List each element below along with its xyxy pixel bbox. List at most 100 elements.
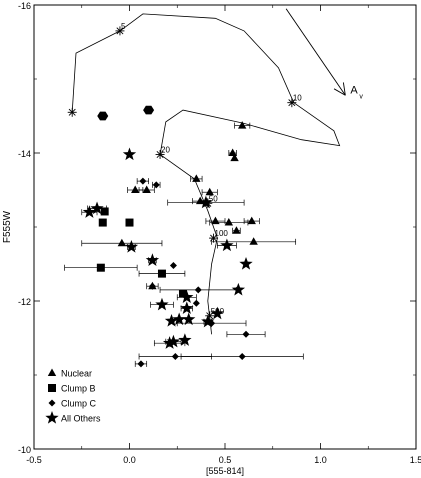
track-marker [67,107,77,117]
clump-c-marker [242,330,250,338]
nuclear-marker [224,218,234,226]
all-others-point [201,314,215,328]
clump-c-marker [194,286,202,294]
all-others-point [217,238,237,252]
clump-b-point [178,289,187,298]
all-others-marker [180,290,194,303]
all-others-marker [180,301,194,315]
nuclear-marker [205,187,214,196]
clump-c-marker [238,353,246,360]
clump-c-marker [148,282,156,290]
track-marker-label: 50 [209,194,218,203]
y-axis-label: F555W [2,210,13,243]
track-marker: 20 [155,145,171,159]
hexagon-marker [143,105,155,115]
reddening-vector: Av [285,8,363,100]
clump-c-point [148,282,156,290]
clump-c-point [169,261,177,269]
all-others-point [172,312,186,326]
all-others-point [122,147,137,161]
nuclear-marker [237,121,247,129]
y-tick-label: -12 [18,297,31,307]
nuclear-point [201,187,218,196]
nuclear-point [127,185,144,193]
nuclear-point [190,174,203,182]
clump-c-point [226,330,266,338]
clump-b-marker [96,263,105,272]
x-axis-label: [555-814] [206,466,244,476]
x-tick-label: -0.5 [26,455,42,465]
y-tick-label: -14 [18,149,31,159]
clump-c-marker [139,177,147,185]
all-others-marker [239,257,253,270]
legend: Nuclear Clump B Clump C All Others [45,368,101,424]
track-marker-label: 5 [121,22,126,31]
clump-c-point [159,286,237,294]
asterisk-stroke [288,99,296,107]
all-others-point [180,301,194,315]
x-tick-label: 0.5 [219,455,232,465]
all-others-marker [201,314,215,328]
nuclear-point [234,121,251,129]
all-others-marker [220,238,234,252]
x-axis-ticks: -0.5 0.0 0.5 1.0 1.5 [26,5,421,465]
asterisk-stroke [116,27,124,35]
all-others-marker [145,253,160,266]
nuclear-point [232,226,241,234]
clump-c-point [152,181,161,189]
all-others-point [231,282,246,296]
nuclear-point [205,216,226,225]
x-tick-label: 1.0 [314,455,327,465]
all-others-marker [210,306,225,320]
x-tick-label: 1.5 [410,455,421,465]
all-others-point [124,239,139,253]
track-marker-label: 20 [161,145,170,154]
nuclear-point [228,148,237,156]
all-others-marker [164,313,179,327]
clump-b-marker [125,218,134,227]
clump-b-point [138,269,186,278]
hexagon-marker [97,111,109,121]
legend-clump-c-label: Clump C [61,399,97,409]
clump-c-marker [192,299,200,307]
all-others-point [150,297,174,311]
all-others-marker [178,333,192,346]
all-others-marker [182,312,196,326]
clump-b-marker [178,289,187,298]
all-others-point [87,201,107,215]
nuclear-marker [249,237,258,245]
track-marker: 10 [287,94,302,108]
track-marker: 5 [115,22,126,36]
all-others-marker [155,297,169,311]
legend-nuclear-label: Nuclear [61,369,92,379]
nuclear-point [138,185,155,193]
all-others-point [176,290,197,303]
x-tick-label: 0.0 [123,455,136,465]
nuclear-marker [247,216,256,225]
all-others-marker [162,336,177,349]
clump-c-marker [171,353,179,360]
clump-c-marker [169,261,177,269]
nuclear-marker [228,148,237,156]
legend-item-clump-b: Clump B [48,384,96,394]
nuclear-marker [117,238,127,247]
clump-b-point [125,218,134,227]
reddening-arrowhead [333,88,346,96]
all-others-point [153,336,186,349]
legend-item-clump-c: Clump C [48,399,97,409]
clump-b-point [100,207,109,216]
y-axis-ticks: -10 -12 -14 -16 [18,1,416,455]
all-others-point [182,312,196,326]
all-others-marker [82,205,97,218]
track-line [159,102,341,335]
evolutionary-tracks [71,13,341,335]
all-others-marker [90,201,104,215]
legend-clump-c-marker [48,399,56,407]
legend-nuclear-marker [47,368,57,376]
clump-c-point [134,360,148,368]
all-others-marker [122,147,137,161]
nuclear-marker [232,226,241,234]
hexagon-markers [97,105,155,121]
track-line [71,13,295,113]
reddening-label-subscript: v [359,93,363,100]
